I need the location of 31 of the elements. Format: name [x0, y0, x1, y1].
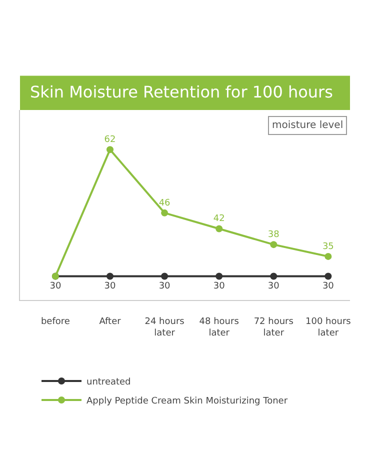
data-label: 30	[322, 281, 334, 292]
x-tick-label: 48 hours later	[199, 316, 240, 338]
point	[270, 272, 278, 280]
legend-label: Apply Peptide Cream Skin Moisturizing Toner	[86, 396, 288, 407]
data-label: 30	[268, 281, 280, 292]
x-tick-label: 72 hours later	[254, 316, 294, 338]
data-label: 30	[158, 281, 171, 292]
point	[161, 209, 168, 216]
point	[106, 146, 114, 154]
data-label: 30	[50, 281, 62, 292]
x-tick-label: before	[40, 316, 70, 327]
data-label: 42	[213, 214, 225, 224]
data-label: 62	[104, 134, 116, 145]
x-tick-label: 24 hours later	[144, 316, 185, 338]
x-tick-label: 100 hours later	[306, 316, 352, 338]
data-label: 38	[268, 230, 280, 240]
annotation: moisture level	[272, 120, 344, 131]
point	[161, 272, 168, 280]
point	[216, 272, 223, 280]
data-label: 46	[158, 198, 171, 208]
point	[324, 272, 332, 280]
point	[216, 225, 223, 232]
data-label: 35	[322, 242, 334, 252]
point	[324, 252, 332, 260]
legend-label: untreated	[86, 378, 131, 388]
point	[270, 241, 278, 248]
point	[106, 272, 114, 280]
data-label: 30	[104, 281, 116, 292]
chart-title: Skin Moisture Retention for 100 hours	[30, 82, 333, 102]
data-label: 30	[213, 281, 226, 292]
x-tick-label: After	[99, 316, 122, 327]
